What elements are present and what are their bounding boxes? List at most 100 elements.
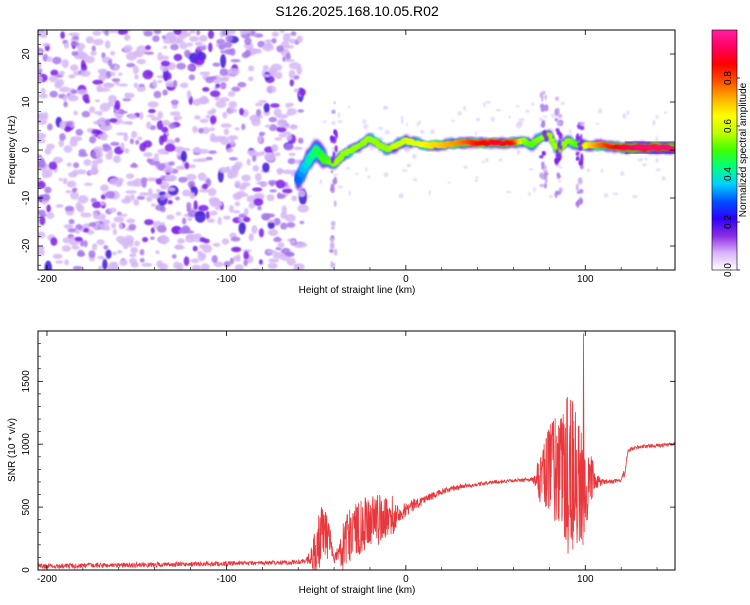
noise-blob	[146, 121, 152, 129]
noise-blob	[282, 188, 293, 194]
spur-blob	[329, 135, 334, 141]
spur-blob	[333, 176, 337, 182]
noise-blob	[383, 172, 389, 178]
noise-blob	[550, 113, 556, 118]
spur-blob	[557, 107, 560, 116]
noise-blob	[89, 106, 96, 114]
noise-blob	[222, 111, 228, 119]
noise-blob	[276, 113, 289, 119]
noise-blob	[248, 233, 254, 242]
noise-blob	[215, 83, 221, 89]
noise-blob	[248, 202, 256, 209]
signal-blob	[332, 160, 340, 164]
noise-blob	[185, 173, 197, 181]
noise-blob	[105, 190, 115, 199]
noise-blob	[164, 151, 170, 155]
noise-blob	[38, 68, 43, 74]
spur-blob	[332, 151, 336, 159]
noise-blob	[539, 117, 543, 122]
spur-blob	[329, 248, 334, 253]
signal-blob	[603, 143, 611, 147]
noise-blob	[52, 156, 64, 164]
noise-blob	[41, 169, 50, 179]
noise-blob	[59, 120, 67, 130]
noise-blob	[181, 226, 191, 234]
noise-blob	[80, 59, 86, 68]
noise-blob	[75, 169, 87, 175]
noise-blob	[637, 158, 644, 162]
noise-blob	[71, 245, 80, 250]
noise-blob	[463, 165, 468, 169]
spur-blob	[575, 157, 579, 161]
x-tick-label: 100	[577, 274, 594, 285]
noise-blob	[162, 89, 168, 96]
noise-blob	[297, 204, 309, 213]
noise-blob	[156, 188, 161, 193]
noise-blob	[220, 82, 227, 90]
noise-blob	[38, 245, 45, 250]
noise-blob	[160, 60, 170, 67]
noise-blob	[189, 192, 196, 199]
signal-blob	[633, 145, 641, 148]
noise-blob	[515, 105, 520, 108]
noise-blob	[203, 238, 210, 244]
signal-blob	[516, 141, 522, 144]
noise-blob	[252, 48, 262, 54]
noise-blob	[189, 30, 196, 34]
noise-blob	[207, 110, 214, 115]
noise-blob	[528, 168, 534, 171]
noise-blob	[267, 180, 278, 185]
noise-blob	[111, 222, 116, 229]
noise-blob	[187, 180, 196, 188]
noise-blob	[251, 225, 258, 235]
noise-blob	[158, 235, 170, 245]
noise-blob	[174, 137, 180, 143]
noise-blob	[111, 78, 121, 82]
signal-blob	[621, 145, 629, 148]
noise-blob	[144, 219, 154, 226]
noise-blob	[271, 144, 279, 153]
noise-blob	[216, 38, 226, 45]
noise-blob	[277, 194, 286, 199]
noise-blob	[600, 168, 604, 173]
noise-blob	[141, 181, 147, 188]
x-tick-label: -100	[216, 574, 236, 585]
snr-x-ticks: -200 -100 0 100	[37, 331, 658, 585]
noise-blob	[239, 107, 244, 116]
noise-blob	[262, 73, 271, 78]
noise-blob	[158, 135, 165, 146]
noise-blob	[124, 148, 130, 154]
noise-blob	[319, 179, 323, 184]
noise-blob	[40, 87, 46, 95]
noise-blob	[217, 216, 222, 225]
signal-blob	[670, 147, 675, 150]
noise-blob	[528, 192, 531, 196]
noise-blob	[223, 128, 230, 136]
noise-blob	[110, 50, 116, 56]
noise-blob	[38, 132, 47, 139]
noise-blob	[228, 157, 238, 161]
signal-blob	[466, 141, 472, 143]
noise-blob	[175, 165, 186, 171]
noise-blob	[199, 118, 209, 123]
spur-blob	[539, 155, 544, 159]
noise-blob	[106, 101, 115, 107]
noise-blob	[428, 190, 432, 196]
noise-blob	[96, 239, 105, 246]
noise-blob	[125, 92, 130, 100]
spur-blob	[577, 121, 581, 126]
noise-blob	[63, 224, 74, 229]
noise-blob	[197, 252, 206, 262]
noise-blob	[289, 124, 298, 130]
noise-blob	[239, 30, 249, 35]
spur-blob	[334, 248, 338, 256]
noise-blob	[108, 118, 118, 123]
noise-blob	[248, 65, 255, 72]
noise-blob	[255, 102, 264, 107]
noise-blob	[70, 41, 80, 47]
noise-blob	[241, 123, 246, 130]
noise-blob	[124, 235, 134, 244]
noise-blob	[72, 266, 83, 270]
noise-blob	[157, 111, 163, 119]
